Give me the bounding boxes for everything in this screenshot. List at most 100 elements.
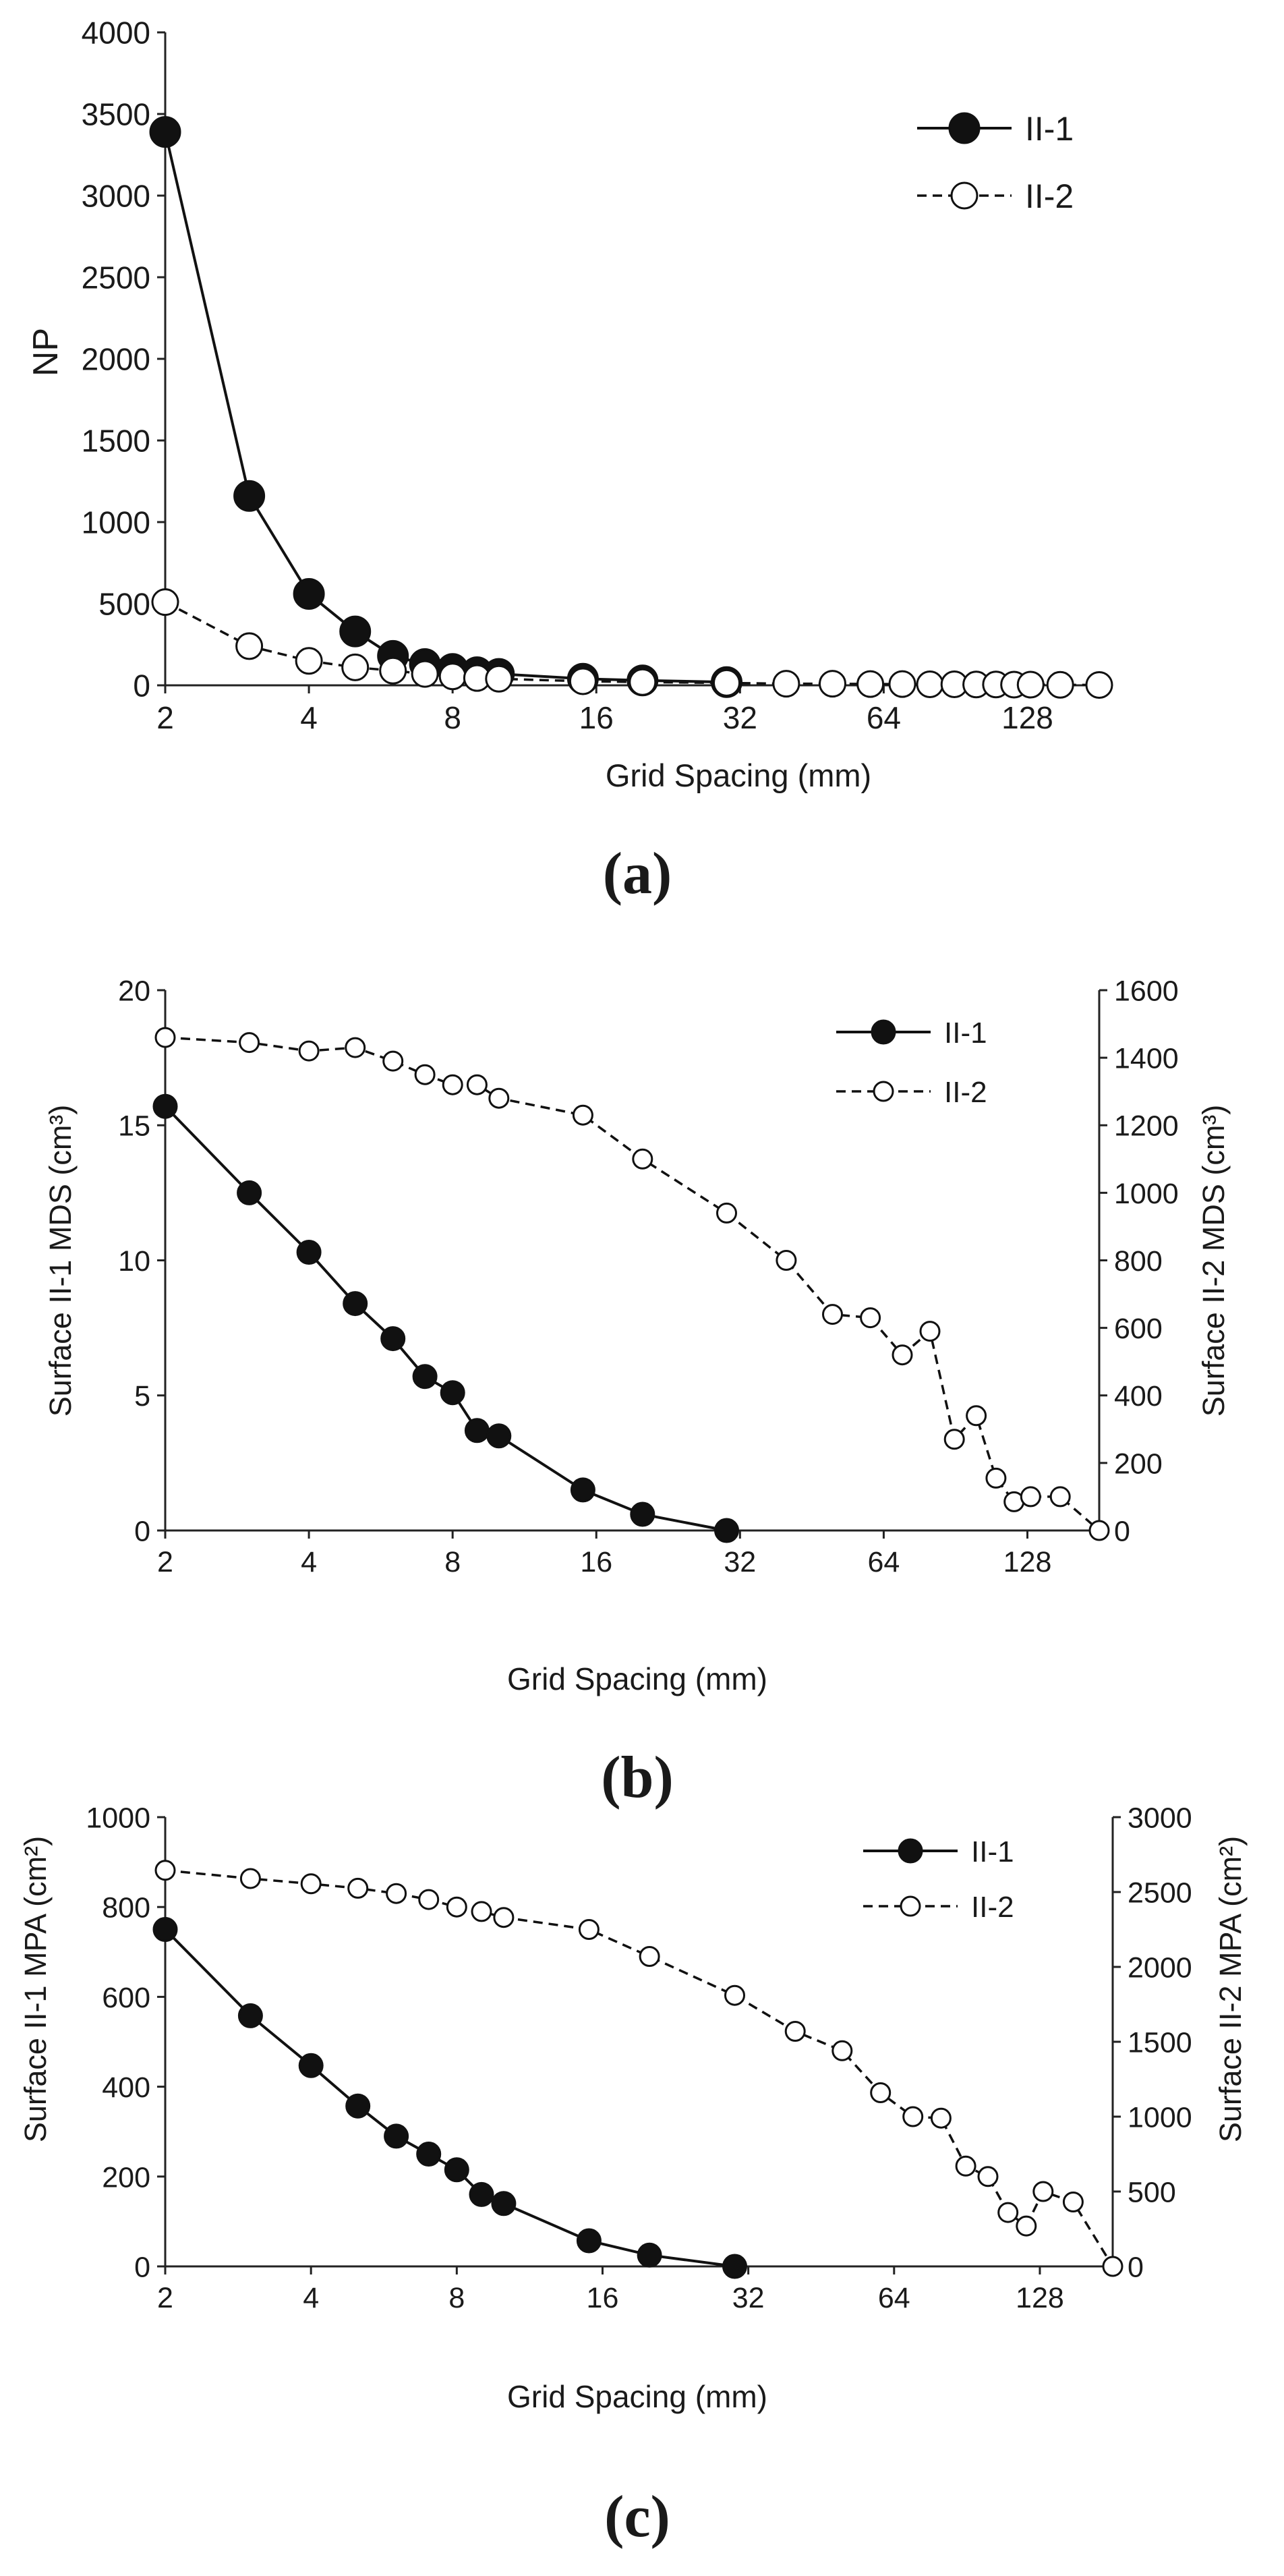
panel-c-series-II-2-point [1102, 2256, 1124, 2277]
panel-c-series-II-2-point [902, 2106, 924, 2127]
panel-c-series-II-2-point [471, 1901, 492, 1922]
panel-b-x-tick-label: 4 [301, 1546, 317, 1578]
panel-c-y2-tick-label: 500 [1128, 2176, 1176, 2208]
panel-b-y2-tick-label: 200 [1114, 1448, 1163, 1480]
panel-c-series-II-1-point [469, 2181, 494, 2207]
panel-a-y-tick-label: 500 [98, 587, 150, 622]
panel-c-x-tick-label: 128 [1016, 2282, 1064, 2314]
panel-a-x-tick-label: 8 [444, 700, 461, 735]
panel-b-y-axis-title: Surface II-1 MDS (cm³) [43, 1105, 78, 1417]
panel-c-series-II-2-point [784, 2021, 806, 2042]
panel-a-series-II-2-point [235, 632, 264, 660]
panel-b-legend-II-2-marker [873, 1081, 894, 1102]
panel-a-legend-II-1-marker [948, 112, 981, 144]
panel-b-series-II-2-point [466, 1074, 488, 1095]
panel-b-y2-tick-label: 800 [1114, 1245, 1163, 1278]
panel-a-y-axis-title: NP [26, 328, 65, 376]
panel-b-y-tick-label: 0 [134, 1515, 150, 1547]
panel-b-y2-tick-label: 400 [1114, 1380, 1163, 1412]
panel-c-series-II-1-point [491, 2191, 517, 2216]
panel-b-series-II-2-point [572, 1104, 593, 1126]
panel-b-series-II-2-point [154, 1027, 176, 1048]
panel-c-series-II-2-point [639, 1946, 660, 1967]
panel-a-x-axis-title: Grid Spacing (mm) [606, 757, 871, 793]
panel-b-x-tick-label: 2 [157, 1546, 173, 1578]
panel-a-y-tick-label: 2000 [82, 342, 150, 377]
panel-c-series-II-1-point [152, 1917, 178, 1942]
panel-a-y-tick-label: 1000 [82, 505, 150, 540]
panel-b-series-II-2-point [488, 1087, 510, 1109]
panel-a-x-tick-label: 16 [579, 700, 614, 735]
panel-c-y2-tick-label: 3000 [1128, 1802, 1192, 1834]
panel-b-series-II-2-point [298, 1040, 320, 1062]
chart-panel-a: 2 4 8 16 32 64 128 0 500 1000 1500 2000 2500 3000 3500… [26, 16, 1113, 907]
panel-b-caption: (b) [601, 1745, 674, 1810]
panel-b-series-II-2-point [442, 1074, 463, 1095]
panel-b-series-II-2-point [919, 1321, 941, 1342]
panel-b-y-tick-label: 15 [118, 1110, 150, 1143]
panel-b-y-tick-label: 10 [118, 1245, 150, 1278]
panel-b-y2-tick-label: 0 [1114, 1515, 1130, 1547]
panel-a-y-tick-label: 3000 [82, 179, 150, 214]
panel-c-legend-II-2-label: II-2 [971, 1891, 1014, 1924]
panel-b-series-II-1-point [343, 1291, 368, 1317]
panel-a-series-II-2-point [411, 660, 439, 688]
panel-b-legend-II-2-label: II-2 [944, 1076, 987, 1109]
panel-a-series-II-1-point [233, 480, 266, 512]
panel-a-series-II-2-point [1046, 670, 1074, 699]
panel-b-series-II-2-point [716, 1202, 737, 1224]
panel-a-series-II-2-point [772, 670, 800, 698]
panel-a-x-tick-label: 4 [300, 700, 318, 735]
panel-c-series-II-2-point [386, 1883, 407, 1904]
panel-c-x-tick-label: 16 [587, 2282, 619, 2314]
panel-b-x-tick-label: 32 [724, 1546, 756, 1578]
panel-b-y2-axis-title: Surface II-2 MDS (cm³) [1196, 1105, 1231, 1417]
panel-c-series-II-2-point [1032, 2181, 1054, 2202]
panel-b-y2-tick-label: 1200 [1114, 1110, 1179, 1143]
panel-a-y-tick-label: 4000 [82, 16, 150, 51]
panel-c-series-II-2-point [239, 1868, 261, 1889]
panel-b-series-II-1-point [570, 1477, 595, 1503]
panel-c-series-II-2-point [446, 1896, 467, 1918]
panel-c-x-axis-title: Grid Spacing (mm) [507, 2379, 767, 2414]
panel-c-x-tick-label: 8 [448, 2282, 465, 2314]
panel-b-series-II-1-point [412, 1364, 438, 1390]
panel-b-series-II-2-point [1088, 1520, 1110, 1541]
panel-c-series-II-2-point [578, 1919, 600, 1940]
panel-a-y-tick-label: 1500 [82, 424, 150, 459]
panel-c-series-II-2-point [831, 2040, 853, 2061]
panel-b-series-II-2-point [822, 1304, 843, 1325]
panel-b-series-II-2-point [943, 1429, 965, 1450]
panel-c-legend-II-2-marker [900, 1895, 921, 1917]
panel-b-series-II-2-point [966, 1405, 987, 1427]
panel-b-series-II-1-point [440, 1380, 465, 1406]
panel-c-caption: (c) [604, 2484, 670, 2550]
panel-c-legend-II-1-marker [898, 1838, 923, 1864]
panel-a-x-tick-label: 128 [1001, 700, 1053, 735]
panel-a-series-II-2-point [1016, 670, 1045, 699]
panel-c-series-II-2-point [977, 2166, 999, 2187]
panel-c-y2-tick-label: 1000 [1128, 2101, 1192, 2134]
panel-a-x-tick-label: 32 [723, 700, 757, 735]
panel-c-y2-tick-label: 0 [1128, 2251, 1144, 2283]
panel-b-series-II-2-point [892, 1344, 913, 1366]
panel-b-y2-tick-label: 1000 [1114, 1178, 1179, 1210]
panel-c-series-II-2-point [300, 1873, 322, 1895]
panel-c-series-II-2-point [493, 1907, 515, 1928]
panel-b-series-II-2-point [1020, 1486, 1041, 1508]
panel-b-y2-tick-label: 1400 [1114, 1043, 1179, 1075]
panel-a-marks: 2 4 8 16 32 64 128 0 500 1000 1500 2000 2500 3000 3500… [82, 16, 1113, 735]
panel-b-y-tick-label: 20 [118, 975, 150, 1007]
panel-b-x-tick-label: 64 [867, 1546, 900, 1578]
panel-a-series-II-2-point [819, 670, 846, 698]
panel-b-series-II-2-point [345, 1037, 366, 1058]
panel-c-x-tick-label: 32 [732, 2282, 765, 2314]
panel-a-series-II-1-point [339, 615, 372, 648]
panel-c-y-tick-label: 600 [102, 1982, 150, 2014]
panel-a-series-II-2-point [888, 670, 916, 698]
panel-b-series-II-2-point [382, 1050, 404, 1072]
panel-b-series-II-2-point [776, 1250, 797, 1271]
panel-c-series-II-1-point [444, 2157, 469, 2183]
panel-b-series-II-1-point [630, 1501, 655, 1527]
